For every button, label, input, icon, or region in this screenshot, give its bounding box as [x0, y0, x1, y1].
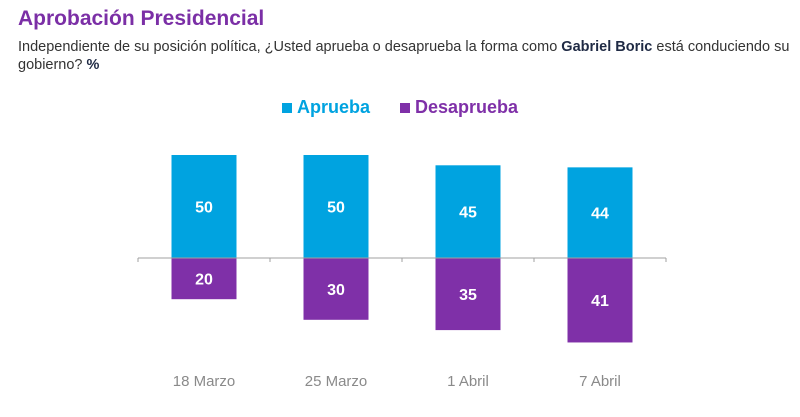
x-tick-label: 25 Marzo — [305, 373, 368, 390]
data-label-desaprueba: 41 — [591, 293, 609, 310]
subtitle-post: está conduciendo su gobierno? — [18, 39, 790, 73]
x-tick-label: 1 Abril — [447, 373, 489, 390]
bar-desaprueba — [567, 258, 633, 343]
subtitle-unit: % — [86, 57, 100, 73]
chart-subtitle: Independiente de su posición política, ¿… — [18, 38, 798, 74]
bar-desaprueba — [303, 258, 369, 320]
bar-desaprueba — [171, 258, 237, 300]
bar-aprueba — [435, 165, 501, 258]
legend-label-desaprueba: Desaprueba — [414, 97, 519, 117]
data-label-aprueba: 50 — [327, 200, 345, 217]
x-tick-label: 7 Abril — [579, 373, 621, 390]
chart-title: Aprobación Presidencial — [18, 7, 265, 30]
legend-swatch-aprueba — [281, 102, 292, 113]
data-label-aprueba: 45 — [459, 205, 477, 222]
bar-aprueba — [171, 155, 237, 258]
data-label-desaprueba: 30 — [327, 282, 345, 299]
legend-aprueba: Aprueba — [281, 97, 370, 118]
bar-aprueba — [303, 155, 369, 258]
legend-swatch-desaprueba — [399, 102, 410, 113]
legend: Aprueba Desaprueba — [0, 97, 800, 118]
subtitle-bold: Gabriel Boric — [561, 39, 653, 55]
bar-aprueba — [567, 167, 633, 258]
data-label-desaprueba: 20 — [195, 272, 213, 289]
subtitle-pre: Independiente de su posición política, ¿… — [18, 39, 562, 55]
x-tick-label: 18 Marzo — [173, 373, 236, 390]
legend-label-aprueba: Aprueba — [296, 97, 370, 117]
data-label-desaprueba: 35 — [459, 287, 477, 304]
legend-desaprueba: Desaprueba — [399, 97, 519, 118]
data-label-aprueba: 50 — [195, 200, 213, 217]
bar-desaprueba — [435, 258, 501, 331]
data-label-aprueba: 44 — [591, 206, 609, 223]
